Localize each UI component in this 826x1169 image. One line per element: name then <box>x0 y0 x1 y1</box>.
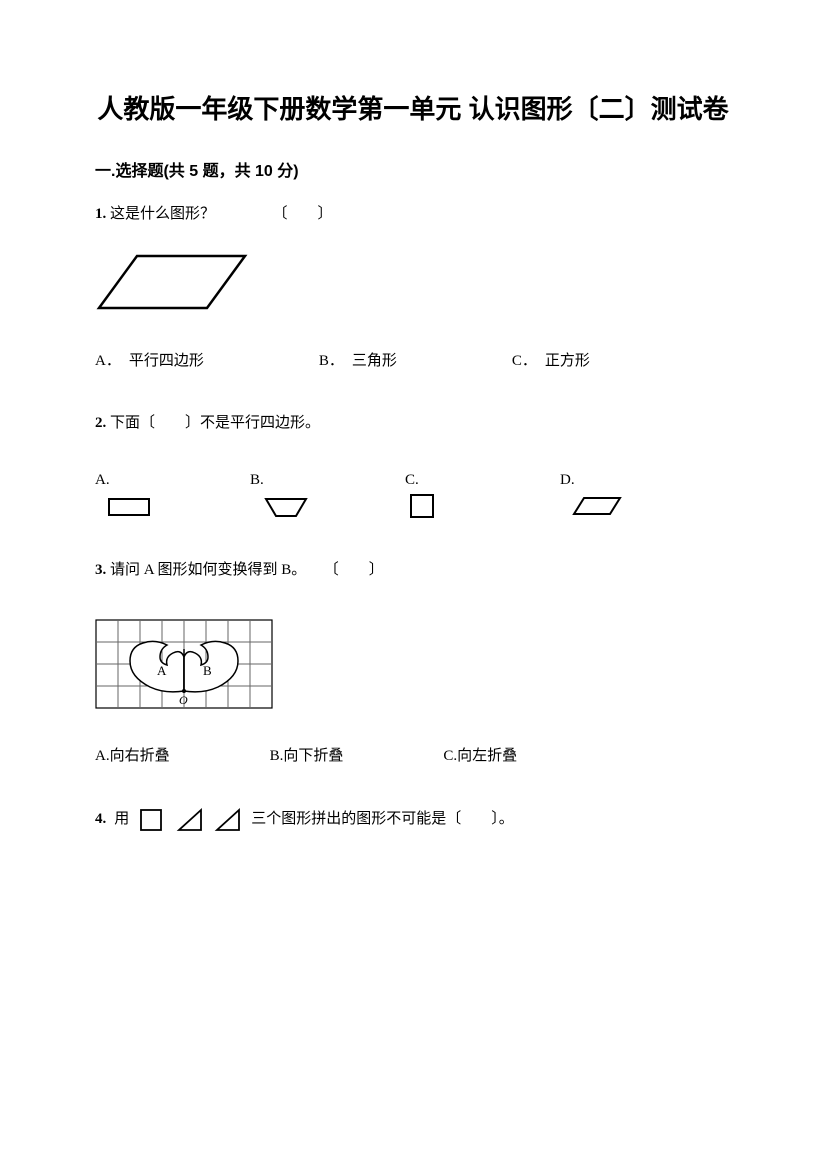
label-a: A <box>157 663 167 678</box>
q2-num: 2. <box>95 415 106 431</box>
q1-blank: 〔 〕 <box>273 206 333 222</box>
q1-opta-label: A． <box>95 348 121 375</box>
trapezoid-icon <box>262 494 312 519</box>
q1-opta-text: 平行四边形 <box>129 348 204 375</box>
q2-optb-label: B. <box>250 467 264 494</box>
grid-flower-icon: A B O <box>95 619 275 713</box>
q4-num: 4. <box>95 806 106 833</box>
question-2: 2. 下面〔 〕不是平行四边形。 A. B. C. D. <box>95 410 731 522</box>
parallelogram-icon <box>95 248 255 318</box>
q1-opt-c: C． 正方形 <box>512 348 590 375</box>
q1-opt-b: B． 三角形 <box>319 348 397 375</box>
q3-text-row: 3. 请问 A 图形如何变换得到 B。 〔 〕 <box>95 557 731 584</box>
q1-optb-text: 三角形 <box>352 348 397 375</box>
q4-text-row: 4. 用 三个图形拼出的图形不可能是〔 〕。 <box>95 805 731 833</box>
q2-optc-label: C. <box>405 467 419 494</box>
q2-opt-a: A. <box>95 467 250 519</box>
q2-opt-b: B. <box>250 467 405 519</box>
q1-opt-a: A． 平行四边形 <box>95 348 204 375</box>
q3-opt-a: A.向右折叠 <box>95 743 170 770</box>
q1-text-row: 1. 这是什么图形？ 〔 〕 <box>95 201 731 228</box>
rectangle-icon <box>107 494 157 519</box>
label-b: B <box>203 663 212 678</box>
q2-text: 下面〔 〕不是平行四边形。 <box>110 415 320 431</box>
q4-post: 三个图形拼出的图形不可能是〔 〕。 <box>251 806 514 833</box>
parallelogram-small-icon <box>570 494 625 519</box>
triangle-shape-icon-1 <box>175 805 205 833</box>
q1-num: 1. <box>95 206 106 222</box>
q2-optd-label: D. <box>560 467 575 494</box>
q2-opt-d: D. <box>560 467 715 519</box>
q3-blank: 〔 〕 <box>324 562 384 578</box>
q1-optb-label: B． <box>319 348 344 375</box>
triangle-shape-icon-2 <box>213 805 243 833</box>
square-icon <box>407 492 442 522</box>
q3-text: 请问 A 图形如何变换得到 B。 <box>110 562 306 578</box>
section-header-1: 一.选择题(共 5 题，共 10 分) <box>95 157 731 181</box>
q3-options: A.向右折叠 B.向下折叠 C.向左折叠 <box>95 743 731 770</box>
q3-figure: A B O <box>95 619 731 713</box>
label-o: O <box>179 693 188 707</box>
q1-figure <box>95 248 731 318</box>
q2-opt-c: C. <box>405 467 560 522</box>
q1-text: 这是什么图形？ <box>110 206 215 222</box>
square-shape-icon <box>137 805 167 833</box>
q1-optc-label: C． <box>512 348 537 375</box>
q4-pre: 用 <box>114 806 129 833</box>
question-4: 4. 用 三个图形拼出的图形不可能是〔 〕。 <box>95 805 731 833</box>
question-1: 1. 这是什么图形？ 〔 〕 A． 平行四边形 B． 三角形 C． 正方形 <box>95 201 731 375</box>
q2-opta-label: A. <box>95 467 110 494</box>
q1-options: A． 平行四边形 B． 三角形 C． 正方形 <box>95 348 731 375</box>
page-title: 人教版一年级下册数学第一单元 认识图形〔二〕测试卷 <box>95 90 731 129</box>
q1-optc-text: 正方形 <box>545 348 590 375</box>
question-3: 3. 请问 A 图形如何变换得到 B。 〔 〕 <box>95 557 731 770</box>
q3-opt-b: B.向下折叠 <box>270 743 344 770</box>
q2-options: A. B. C. D. <box>95 467 731 522</box>
q3-num: 3. <box>95 562 106 578</box>
q2-text-row: 2. 下面〔 〕不是平行四边形。 <box>95 410 731 437</box>
q3-opt-c: C.向左折叠 <box>443 743 517 770</box>
